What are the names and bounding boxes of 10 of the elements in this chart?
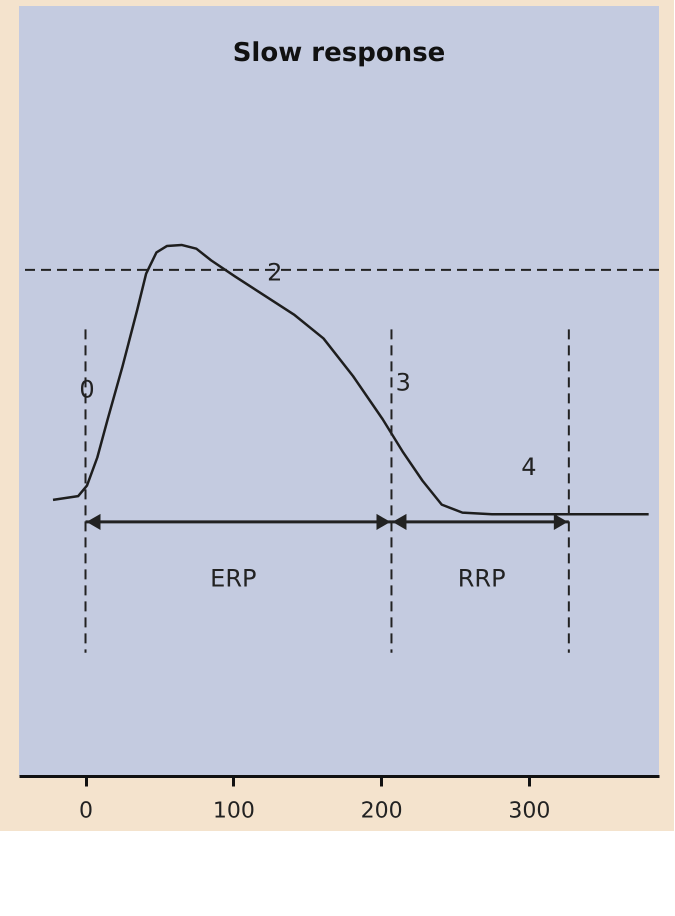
annotation: 3: [396, 368, 411, 396]
annotation: ERP: [210, 564, 256, 593]
annotation: 4: [521, 453, 537, 481]
x-tick-label: 200: [360, 798, 403, 824]
annotation: 2: [267, 258, 282, 287]
x-tick-label: 300: [508, 798, 550, 824]
x-tick-label: 0: [79, 798, 94, 824]
x-tick-label: 100: [212, 798, 255, 824]
chart-title: Slow response: [232, 38, 446, 68]
annotation: RRP: [458, 564, 506, 593]
